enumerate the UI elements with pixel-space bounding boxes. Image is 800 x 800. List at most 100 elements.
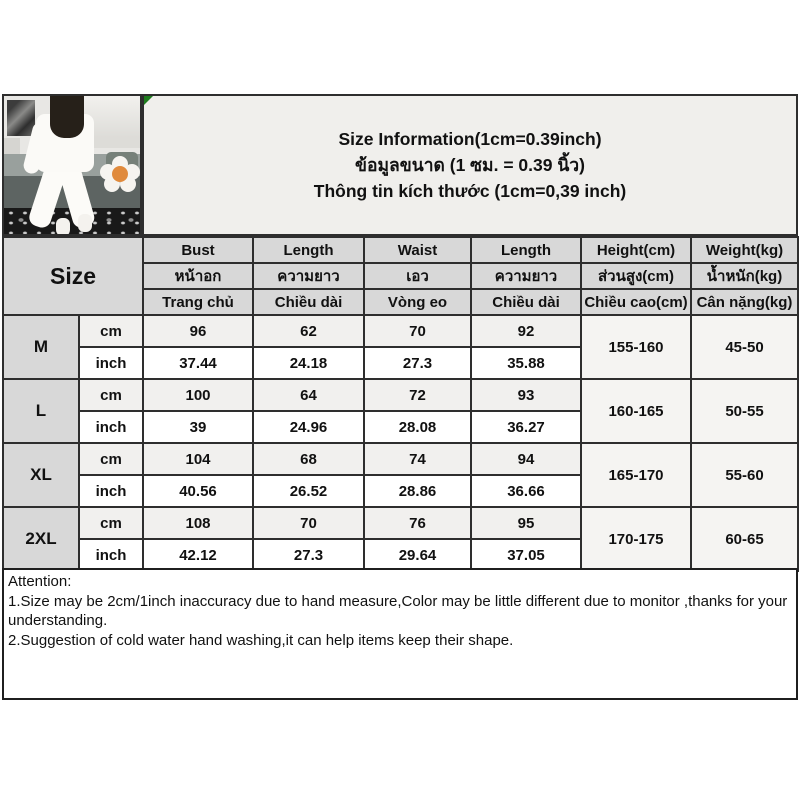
header-height-vi: Chiều cao(cm) (580, 288, 692, 316)
value-cell: 36.27 (470, 410, 582, 444)
picture-frame (7, 100, 35, 136)
header-waist-vi: Vòng eo (363, 288, 472, 316)
title-line-en: Size Information(1cm=0.39inch) (338, 129, 602, 149)
header-length-vi: Chiều dài (252, 288, 365, 316)
value-cell: 74 (363, 442, 472, 476)
title-lines: Size Information(1cm=0.39inch) ข้อมูลขนา… (144, 96, 796, 204)
title-line-vi: Thông tin kích thước (1cm=0,39 inch) (313, 181, 627, 201)
value-cell: 94 (470, 442, 582, 476)
value-cell: 29.64 (363, 538, 472, 572)
header-row-vi: Trang chủ Chiều dài Vòng eo Chiều dài Ch… (3, 288, 799, 316)
weight-range-2xl: 60-65 (690, 506, 799, 572)
header-height-en: Height(cm) (580, 236, 692, 264)
header-weight-th: น้ำหนัก(kg) (690, 262, 799, 290)
height-range-2xl: 170-175 (580, 506, 692, 572)
unit-label-cm: cm (78, 378, 144, 412)
size-label-2xl: 2XL (2, 506, 80, 572)
sock (78, 214, 92, 232)
person-hair (50, 96, 84, 138)
height-range-m: 155-160 (580, 314, 692, 380)
unit-label-cm: cm (78, 442, 144, 476)
weight-range-l: 50-55 (690, 378, 799, 444)
height-range-l: 160-165 (580, 378, 692, 444)
header-length2-vi: Chiều dài (470, 288, 582, 316)
weight-range-xl: 55-60 (690, 442, 799, 508)
value-cell: 62 (252, 314, 365, 348)
unit-label-inch: inch (78, 474, 144, 508)
unit-label-cm: cm (78, 314, 144, 348)
value-cell: 93 (470, 378, 582, 412)
value-cell: 76 (363, 506, 472, 540)
value-cell: 40.56 (142, 474, 254, 508)
unit-label-inch: inch (78, 538, 144, 572)
attention-box: Attention: 1.Size may be 2cm/1inch inacc… (2, 568, 798, 700)
value-cell: 72 (363, 378, 472, 412)
unit-label-cm: cm (78, 506, 144, 540)
value-cell: 70 (252, 506, 365, 540)
header-length2-en: Length (470, 236, 582, 264)
row-m-inch: inch 37.44 24.18 27.3 35.88 (3, 346, 798, 380)
value-cell: 100 (142, 378, 254, 412)
row-2xl-inch: inch 42.12 27.3 29.64 37.05 (3, 538, 798, 572)
size-label-m: M (2, 314, 80, 380)
header-row-th: หน้าอก ความยาว เอว ความยาว ส่วนสูง(cm) น… (3, 262, 799, 290)
value-cell: 70 (363, 314, 472, 348)
row-xl-cm: XL cm 104 68 74 94 165-170 55-60 (2, 442, 799, 508)
sock (56, 218, 70, 234)
value-cell: 37.44 (142, 346, 254, 380)
green-corner-marker (144, 96, 153, 105)
value-cell: 35.88 (470, 346, 582, 380)
value-cell: 28.08 (363, 410, 472, 444)
header-length2-th: ความยาว (470, 262, 582, 290)
header-waist-th: เอว (363, 262, 472, 290)
row-m-cm: M cm 96 62 70 92 155-160 45-50 (2, 314, 799, 380)
title-block: Size Information(1cm=0.39inch) ข้อมูลขนา… (142, 94, 798, 236)
size-label-l: L (2, 378, 80, 444)
value-cell: 27.3 (363, 346, 472, 380)
header-weight-en: Weight(kg) (690, 236, 799, 264)
row-l-inch: inch 39 24.96 28.08 36.27 (3, 410, 798, 444)
value-cell: 24.96 (252, 410, 365, 444)
header-bust-th: หน้าอก (142, 262, 254, 290)
row-xl-inch: inch 40.56 26.52 28.86 36.66 (3, 474, 798, 508)
value-cell: 27.3 (252, 538, 365, 572)
value-cell: 95 (470, 506, 582, 540)
header-bust-en: Bust (142, 236, 254, 264)
header-row-en: Size Bust Length Waist Length Height(cm)… (2, 236, 799, 316)
product-photo (2, 94, 142, 236)
row-2xl-cm: 2XL cm 108 70 76 95 170-175 60-65 (2, 506, 799, 572)
value-cell: 92 (470, 314, 582, 348)
unit-label-inch: inch (78, 410, 144, 444)
header-length-en: Length (252, 236, 365, 264)
unit-label-inch: inch (78, 346, 144, 380)
value-cell: 24.18 (252, 346, 365, 380)
header-height-th: ส่วนสูง(cm) (580, 262, 692, 290)
header-length-th: ความยาว (252, 262, 365, 290)
value-cell: 42.12 (142, 538, 254, 572)
value-cell: 64 (252, 378, 365, 412)
size-table: Size Bust Length Waist Length Height(cm)… (2, 236, 799, 572)
value-cell: 104 (142, 442, 254, 476)
value-cell: 28.86 (363, 474, 472, 508)
header-bust-vi: Trang chủ (142, 288, 254, 316)
attention-line-1: 1.Size may be 2cm/1inch inaccuracy due t… (8, 592, 788, 630)
flower-center (112, 166, 128, 182)
row-l-cm: L cm 100 64 72 93 160-165 50-55 (2, 378, 799, 444)
value-cell: 96 (142, 314, 254, 348)
value-cell: 36.66 (470, 474, 582, 508)
title-line-th: ข้อมูลขนาด (1 ซม. = 0.39 นิ้ว) (355, 155, 585, 175)
value-cell: 39 (142, 410, 254, 444)
flower-pillow (100, 156, 140, 192)
value-cell: 37.05 (470, 538, 582, 572)
header-weight-vi: Cân nặng(kg) (690, 288, 799, 316)
height-range-xl: 165-170 (580, 442, 692, 508)
size-label-xl: XL (2, 442, 80, 508)
attention-line-2: 2.Suggestion of cold water hand washing,… (8, 631, 514, 649)
value-cell: 108 (142, 506, 254, 540)
value-cell: 68 (252, 442, 365, 476)
value-cell: 26.52 (252, 474, 365, 508)
size-header-cell: Size (2, 236, 144, 316)
header-waist-en: Waist (363, 236, 472, 264)
weight-range-m: 45-50 (690, 314, 799, 380)
attention-title: Attention: (8, 573, 72, 590)
